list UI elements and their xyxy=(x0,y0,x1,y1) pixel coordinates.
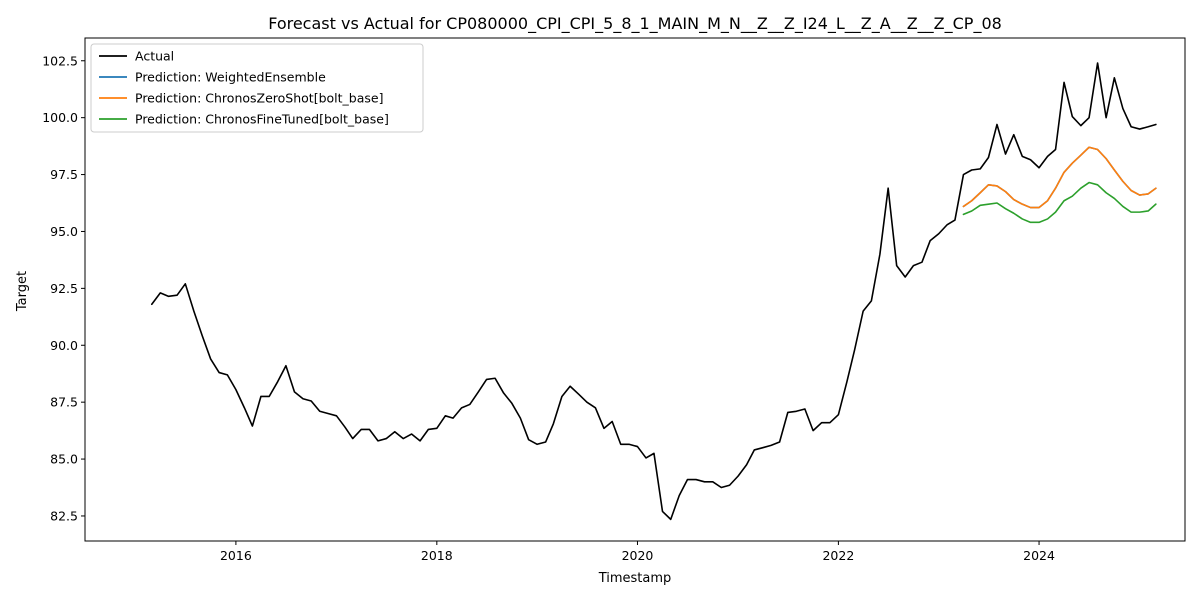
y-axis-label: Target xyxy=(15,271,30,312)
x-tick-label: 2022 xyxy=(822,548,854,563)
y-tick-label: 92.5 xyxy=(50,281,78,296)
legend-label-0: Actual xyxy=(135,49,174,64)
y-tick-label: 97.5 xyxy=(50,167,78,182)
x-axis-label: Timestamp xyxy=(598,571,672,586)
x-tick-label: 2024 xyxy=(1023,548,1055,563)
legend: Actual Prediction: WeightedEnsemble Predic… xyxy=(90,43,424,133)
x-axis: 2016 2018 2020 2022 2024 xyxy=(220,541,1055,563)
y-axis: 82.5 85.0 87.5 90.0 92.5 95.0 97.5 100.0 102.5 xyxy=(42,53,85,523)
legend-label-3: Prediction: ChronosFineTuned[bolt_base] xyxy=(135,112,389,127)
plot-frame xyxy=(84,37,1186,542)
y-tick-label: 85.0 xyxy=(50,452,78,467)
y-tick-label: 102.5 xyxy=(42,53,78,68)
series-line-1 xyxy=(962,146,1157,209)
y-tick-label: 95.0 xyxy=(50,224,78,239)
legend-box xyxy=(90,43,424,133)
x-tick-label: 2020 xyxy=(622,548,654,563)
x-tick-label: 2018 xyxy=(421,548,453,563)
y-tick-label: 87.5 xyxy=(50,395,78,410)
plot-area xyxy=(84,37,1186,542)
chart-title: Forecast vs Actual for CP080000_CPI_CPI_… xyxy=(268,14,1002,34)
x-tick-label: 2016 xyxy=(220,548,252,563)
legend-label-1: Prediction: WeightedEnsemble xyxy=(135,70,326,85)
series-line-2 xyxy=(962,146,1157,209)
series-line-3 xyxy=(962,181,1157,224)
y-tick-label: 100.0 xyxy=(42,110,78,125)
y-tick-label: 90.0 xyxy=(50,338,78,353)
series-line-0 xyxy=(150,62,1157,521)
y-tick-label: 82.5 xyxy=(50,508,78,523)
legend-label-2: Prediction: ChronosZeroShot[bolt_base] xyxy=(135,91,383,106)
